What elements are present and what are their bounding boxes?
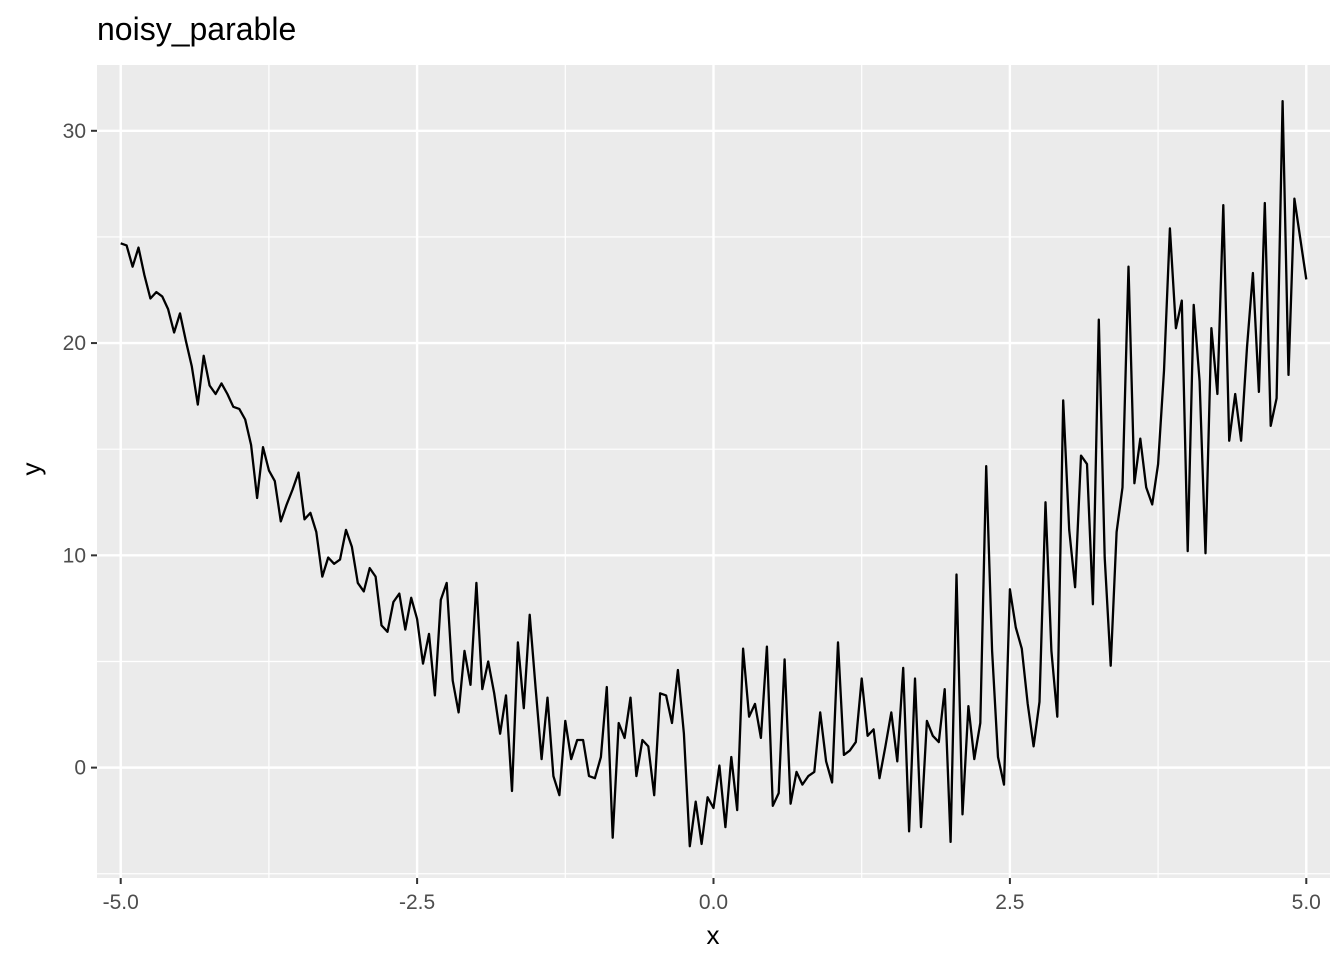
series-layer: [120, 99, 1308, 848]
y-axis: 0 10 20 30: [63, 120, 97, 780]
y-tick-label: 30: [63, 120, 86, 143]
x-tick-label: 2.5: [995, 891, 1024, 914]
chart-title: noisy_parable: [97, 11, 296, 47]
series-line: [120, 99, 1308, 848]
y-tick-label: 0: [74, 757, 86, 780]
x-tick-label: -5.0: [103, 891, 139, 914]
x-tick-label: -2.5: [399, 891, 435, 914]
x-tick-label: 0.0: [699, 891, 728, 914]
y-tick-label: 10: [63, 544, 86, 567]
x-axis-title: x: [707, 920, 720, 950]
major-gridlines: [97, 65, 1330, 878]
x-tick-label: 5.0: [1292, 891, 1321, 914]
x-axis: -5.0 -2.5 0.0 2.5 5.0: [103, 878, 1321, 914]
y-axis-title: y: [16, 463, 46, 476]
y-tick-label: 20: [63, 332, 86, 355]
